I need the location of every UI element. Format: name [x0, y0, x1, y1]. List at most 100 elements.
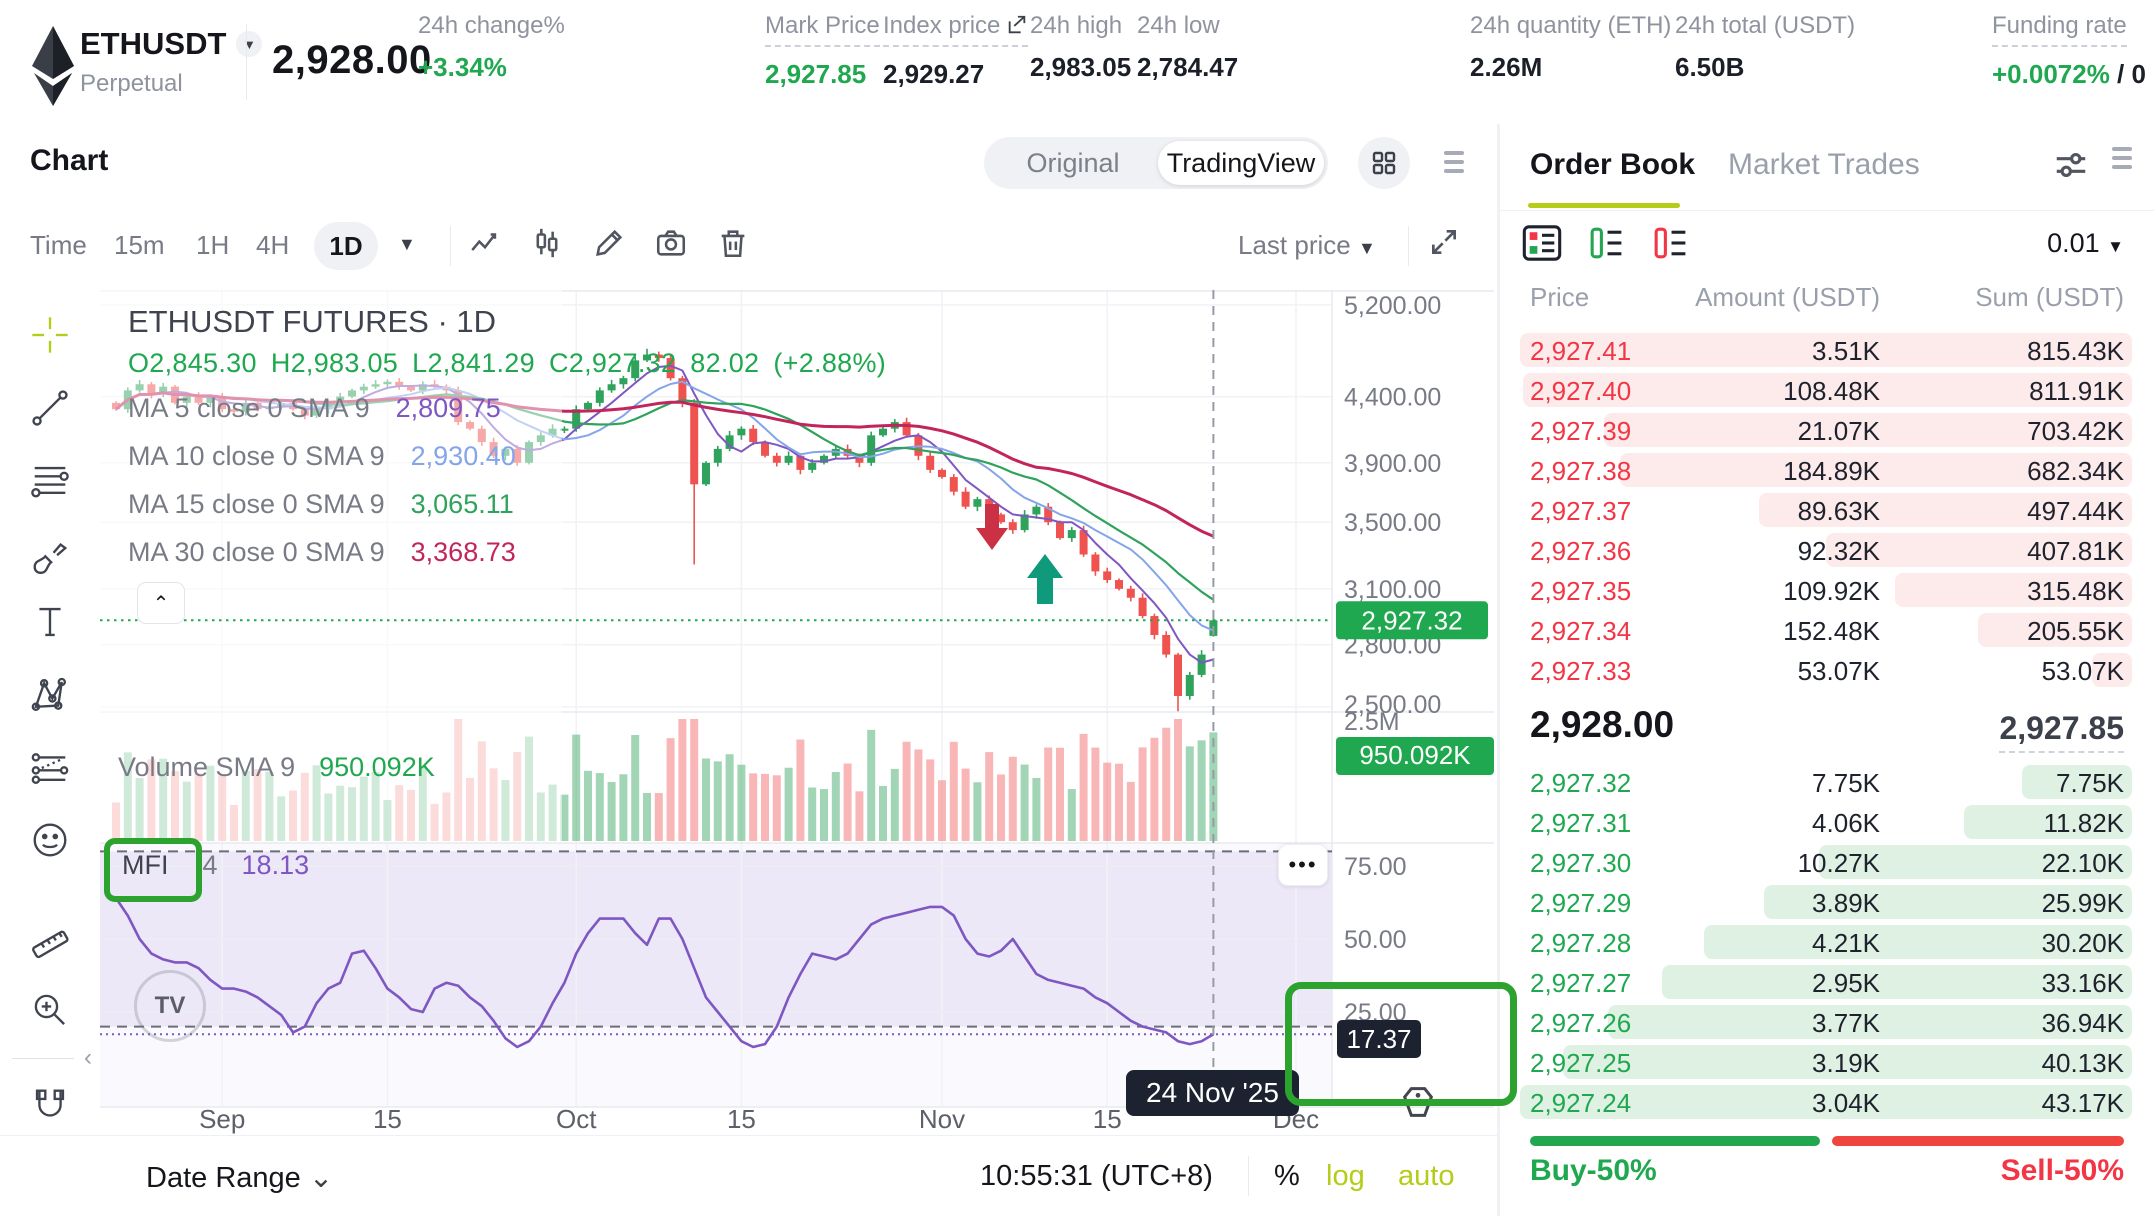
ask-row[interactable]: 2,927.36 92.32K 407.81K	[1500, 530, 2154, 570]
tab-original[interactable]: Original	[1026, 147, 1120, 178]
bid-row[interactable]: 2,927.25 3.19K 40.13K	[1500, 1042, 2154, 1082]
bid-row[interactable]: 2,927.28 4.21K 30.20K	[1500, 922, 2154, 962]
text-tool-icon[interactable]	[30, 602, 70, 642]
svg-text:75.00: 75.00	[1344, 853, 1407, 881]
svg-text:950.092K: 950.092K	[1359, 740, 1471, 770]
ask-row[interactable]: 2,927.33 53.07K 53.07K	[1500, 650, 2154, 690]
stat-mark-price[interactable]: Mark Price 2,927.85	[765, 12, 880, 89]
fib-retracement-tool-icon[interactable]	[30, 461, 70, 501]
crosshair-tool-icon[interactable]	[30, 315, 70, 355]
sell-signal-arrow-icon	[974, 502, 1010, 557]
ask-row[interactable]: 2,927.38 184.89K 682.34K	[1500, 450, 2154, 490]
ask-row[interactable]: 2,927.40 108.48K 811.91K	[1500, 370, 2154, 410]
chart-header: Chart Original TradingView	[0, 124, 1497, 203]
tab-tradingview[interactable]: TradingView	[1158, 141, 1324, 185]
interval-1d-active[interactable]: 1D	[314, 222, 378, 270]
depth-bar	[1608, 1005, 2132, 1039]
bid-row[interactable]: 2,927.29 3.89K 25.99K	[1500, 882, 2154, 922]
divider	[1497, 124, 1500, 1216]
chart-source-toggle[interactable]: Original TradingView	[984, 137, 1328, 189]
clock: 10:55:31 (UTC+8)	[980, 1160, 1213, 1192]
svg-text:15: 15	[373, 1104, 402, 1134]
depth-bar	[1661, 965, 2132, 999]
camera-icon[interactable]	[654, 226, 692, 264]
zoom-in-tool-icon[interactable]	[30, 990, 70, 1030]
svg-text:5,200.00: 5,200.00	[1344, 292, 1441, 320]
mfi-options-button[interactable]: •••	[1278, 844, 1328, 886]
mid-mark-price[interactable]: 2,927.85	[1999, 710, 2124, 753]
interval-dropdown-icon[interactable]: ▼	[398, 234, 416, 254]
xabcd-pattern-tool-icon[interactable]	[30, 675, 70, 715]
bid-row[interactable]: 2,927.26 3.77K 36.94K	[1500, 1002, 2154, 1042]
divider	[246, 24, 247, 100]
stat-funding-rate[interactable]: Funding rate +0.0072% / 0	[1992, 12, 2146, 89]
ask-row[interactable]: 2,927.35 109.92K 315.48K	[1500, 570, 2154, 610]
view-asks-icon[interactable]	[1650, 224, 1690, 267]
view-bids-icon[interactable]	[1586, 224, 1626, 267]
buy-ratio-label: Buy-50%	[1530, 1154, 1657, 1187]
svg-text:2,927.32: 2,927.32	[1361, 605, 1462, 635]
svg-text:15: 15	[727, 1104, 756, 1134]
stat-index-price[interactable]: Index price 2,929.27	[883, 12, 1029, 90]
orderbook-settings-icon[interactable]	[2052, 146, 2090, 189]
percent-scale-button[interactable]: %	[1274, 1160, 1300, 1192]
tab-order-book[interactable]: Order Book	[1530, 148, 1696, 181]
symbol-selector[interactable]: ETHUSDT ▼	[80, 26, 263, 62]
top-bar: ETHUSDT ▼ Perpetual 2,928.00 24h change%…	[0, 0, 2154, 125]
candlestick-icon[interactable]	[530, 226, 568, 264]
date-cursor-tooltip: 24 Nov '25	[1126, 1070, 1299, 1116]
svg-text:Nov: Nov	[919, 1104, 965, 1134]
collapse-indicators-button[interactable]: ⌃	[137, 582, 185, 624]
ask-row[interactable]: 2,927.39 21.07K 703.42K	[1500, 410, 2154, 450]
interval-15m[interactable]: 15m	[114, 230, 165, 260]
interval-1h[interactable]: 1H	[196, 230, 230, 260]
bid-row[interactable]: 2,927.31 4.06K 11.82K	[1500, 802, 2154, 842]
svg-text:3,100.00: 3,100.00	[1344, 576, 1441, 604]
emoji-tool-icon[interactable]	[30, 820, 70, 860]
ask-row[interactable]: 2,927.34 152.48K 205.55K	[1500, 610, 2154, 650]
mid-last-price: 2,928.00	[1530, 704, 1675, 745]
price-tag-icon[interactable]	[1398, 1082, 1438, 1127]
buy-signal-arrow-icon	[1026, 552, 1064, 611]
projection-tool-icon[interactable]	[30, 748, 70, 788]
view-both-icon[interactable]	[1522, 224, 1562, 267]
ask-row[interactable]: 2,927.41 3.51K 815.43K	[1500, 330, 2154, 370]
bid-row[interactable]: 2,927.24 3.04K 43.17K	[1500, 1082, 2154, 1122]
price-chart[interactable]: 5,200.00 4,400.00 3,900.00 3,500.00 3,100.00…	[100, 290, 1494, 1135]
chart-title: Chart	[30, 144, 109, 177]
trend-line-tool-icon[interactable]	[30, 388, 70, 428]
log-scale-button[interactable]: log	[1326, 1160, 1365, 1192]
depth-bar	[2022, 765, 2132, 799]
brush-tool-icon[interactable]	[30, 534, 70, 575]
fullscreen-icon[interactable]	[1428, 226, 1466, 264]
ruler-tool-icon[interactable]	[30, 918, 70, 959]
orderbook-more-menu-icon[interactable]	[2112, 142, 2132, 174]
col-amount: Amount (USDT)	[1695, 282, 1880, 312]
depth-bar	[1520, 1085, 2132, 1119]
precision-selector[interactable]: 0.01 ▼	[2047, 228, 2124, 258]
order-book-panel: Order Book Market Trades 0.01 ▼ Price Am…	[1500, 124, 2154, 1216]
tab-market-trades[interactable]: Market Trades	[1728, 148, 1920, 181]
price-mode-selector[interactable]: Last price ▼	[1238, 230, 1376, 260]
time-menu[interactable]: Time	[30, 230, 87, 260]
pencil-icon[interactable]	[592, 226, 630, 264]
depth-bar	[1825, 533, 2132, 567]
layout-grid-button[interactable]	[1358, 137, 1410, 189]
line-chart-icon[interactable]	[468, 226, 506, 264]
collapse-toolbar-icon[interactable]: ‹	[84, 1044, 92, 1071]
eth-logo-icon	[26, 24, 80, 113]
chart-footer: Date Range ⌄ 10:55:31 (UTC+8) % log auto	[0, 1135, 1497, 1216]
depth-bar	[1977, 613, 2132, 647]
trash-icon[interactable]	[716, 226, 754, 264]
stat-24h-total-usdt-: 24h total (USDT) 6.50B	[1675, 12, 1856, 82]
bid-row[interactable]: 2,927.27 2.95K 33.16K	[1500, 962, 2154, 1002]
bid-row[interactable]: 2,927.32 7.75K 7.75K	[1500, 762, 2154, 802]
bid-row[interactable]: 2,927.30 10.27K 22.10K	[1500, 842, 2154, 882]
magnet-tool-icon[interactable]	[30, 1086, 70, 1126]
interval-4h[interactable]: 4H	[256, 230, 290, 260]
ask-row[interactable]: 2,927.37 89.63K 497.44K	[1500, 490, 2154, 530]
auto-scale-button[interactable]: auto	[1398, 1160, 1455, 1192]
date-range-selector[interactable]: Date Range ⌄	[146, 1162, 334, 1194]
col-sum: Sum (USDT)	[1975, 282, 2124, 312]
chart-more-menu-icon[interactable]	[1444, 146, 1464, 178]
